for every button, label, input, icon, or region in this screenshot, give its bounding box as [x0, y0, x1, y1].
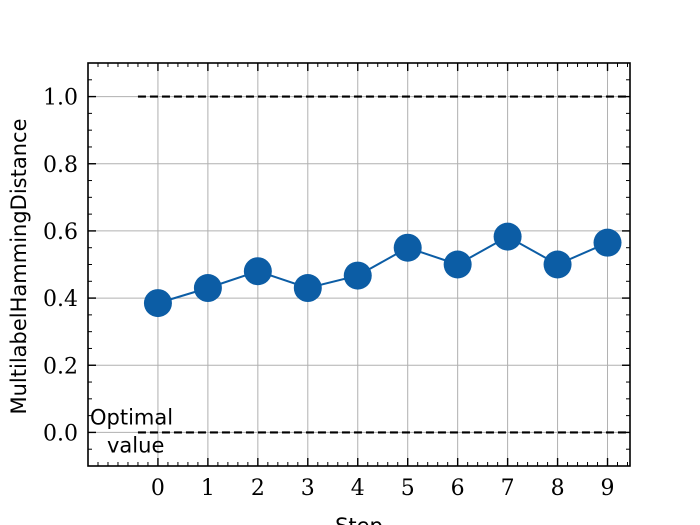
x-tick-label: 0 [151, 476, 165, 501]
x-tick-label: 2 [251, 476, 265, 501]
y-tick-label: 0.8 [43, 153, 78, 178]
x-tick-label: 3 [301, 476, 315, 501]
x-tick-label: 1 [201, 476, 215, 501]
x-tick-label: 8 [551, 476, 565, 501]
axis-ticks [87, 62, 630, 467]
data-point [343, 261, 372, 290]
x-tick-label: 6 [451, 476, 465, 501]
data-point [393, 233, 422, 262]
data-point [543, 250, 572, 279]
data-point [293, 274, 322, 303]
x-tick-label: 4 [351, 476, 365, 501]
x-axis-title: Step [335, 514, 383, 525]
data-point [143, 289, 172, 318]
x-tick-label: 7 [501, 476, 515, 501]
data-point [493, 222, 522, 251]
y-tick-label: 0.0 [43, 421, 78, 446]
reference-lines [137, 95, 630, 434]
x-tick-label: 9 [601, 476, 615, 501]
optimal-value-annotation-line1: Optimal [90, 405, 173, 429]
y-axis-title: MultilabelHammingDistance [7, 119, 31, 415]
data-point [593, 228, 622, 257]
data-series [143, 222, 622, 318]
data-point [443, 250, 472, 279]
x-tick-label: 5 [401, 476, 415, 501]
tick-labels: 0 1 2 3 4 5 6 7 8 9 0.0 0.2 0.4 0.6 0.8 1.0 [43, 86, 615, 501]
series-line [157, 235, 608, 305]
data-point [243, 257, 272, 286]
optimal-value-annotation-line2: value [107, 433, 164, 457]
y-tick-label: 1.0 [43, 86, 78, 111]
y-tick-label: 0.2 [43, 354, 78, 379]
y-tick-label: 0.6 [43, 220, 78, 245]
data-point [193, 274, 222, 303]
y-tick-label: 0.4 [43, 287, 78, 312]
